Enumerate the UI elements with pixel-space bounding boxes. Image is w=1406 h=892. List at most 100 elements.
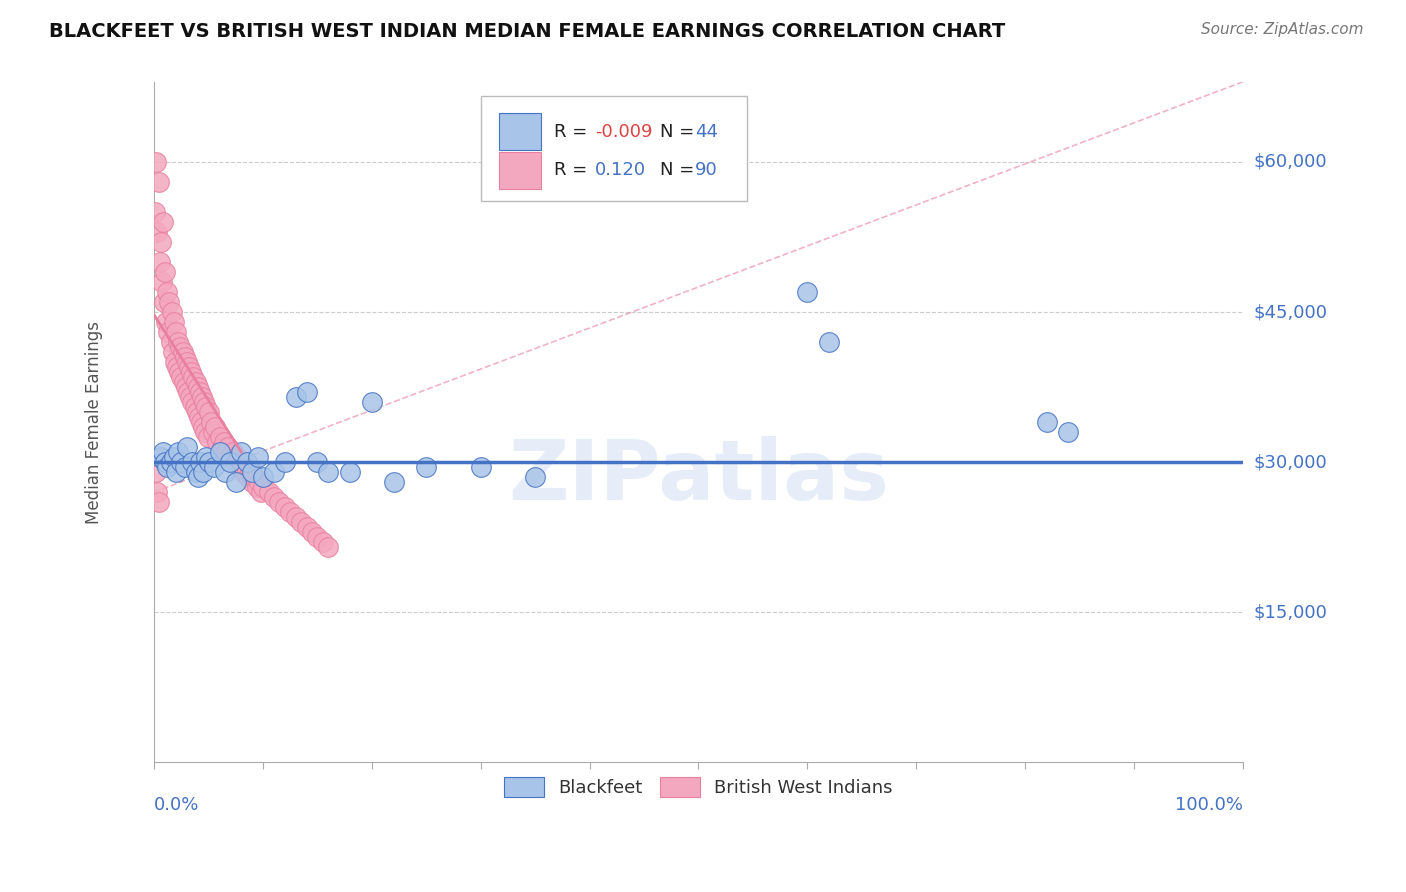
Point [167, 334, 190, 349]
Point [246, 450, 269, 464]
Point [149, 450, 172, 464]
Point [143, 205, 166, 219]
Point [181, 455, 204, 469]
Text: $15,000: $15,000 [1254, 603, 1327, 621]
FancyBboxPatch shape [481, 95, 748, 201]
Point [146, 485, 169, 500]
Point [153, 265, 176, 279]
Point [240, 465, 263, 479]
Point [190, 415, 212, 429]
Point [235, 460, 257, 475]
Point [180, 365, 202, 379]
Point [236, 470, 259, 484]
Point [188, 455, 211, 469]
Point [149, 255, 172, 269]
Point [226, 450, 249, 464]
Point [204, 420, 226, 434]
Point [193, 465, 215, 479]
Point [145, 155, 167, 169]
Point [257, 485, 280, 500]
Point [221, 445, 243, 459]
Point [307, 455, 329, 469]
Point [212, 435, 235, 450]
Point [524, 470, 547, 484]
Text: N =: N = [661, 122, 700, 141]
Point [263, 465, 285, 479]
Point [252, 480, 274, 494]
Text: $45,000: $45,000 [1254, 303, 1327, 321]
Point [307, 530, 329, 544]
Point [200, 415, 222, 429]
Point [170, 455, 193, 469]
Text: $60,000: $60,000 [1254, 153, 1327, 171]
Point [284, 510, 307, 524]
Point [278, 505, 301, 519]
Point [274, 455, 297, 469]
Text: 100.0%: 100.0% [1174, 797, 1243, 814]
Point [231, 455, 253, 469]
Point [1057, 425, 1080, 439]
Point [153, 295, 176, 310]
Point [159, 295, 181, 310]
Point [181, 395, 204, 409]
Point [224, 455, 246, 469]
Point [301, 525, 323, 540]
Point [247, 475, 270, 489]
Point [173, 460, 195, 475]
Point [232, 465, 254, 479]
Point [165, 325, 187, 339]
Point [176, 440, 198, 454]
Point [170, 370, 193, 384]
Point [191, 390, 214, 404]
Point [219, 450, 242, 464]
Point [153, 455, 176, 469]
Point [183, 370, 205, 384]
Point [167, 365, 190, 379]
Point [163, 315, 186, 329]
Point [197, 430, 219, 444]
Text: ZIPatlas: ZIPatlas [508, 436, 889, 517]
Text: Median Female Earnings: Median Female Earnings [86, 320, 104, 524]
Point [174, 380, 197, 394]
Point [219, 455, 242, 469]
Point [145, 465, 167, 479]
Point [194, 425, 217, 439]
Point [250, 485, 273, 500]
Text: 90: 90 [695, 161, 718, 179]
Point [186, 405, 208, 419]
Point [183, 400, 205, 414]
Point [361, 395, 384, 409]
Point [177, 385, 200, 400]
Point [156, 460, 179, 475]
Point [148, 495, 170, 509]
Point [217, 440, 239, 454]
Text: BLACKFEET VS BRITISH WEST INDIAN MEDIAN FEMALE EARNINGS CORRELATION CHART: BLACKFEET VS BRITISH WEST INDIAN MEDIAN … [49, 22, 1005, 41]
Point [163, 355, 186, 369]
Point [274, 500, 297, 514]
Point [173, 375, 195, 389]
Point [228, 460, 250, 475]
Point [184, 465, 207, 479]
Point [796, 285, 818, 299]
Point [162, 345, 184, 359]
Point [211, 440, 233, 454]
Point [382, 475, 405, 489]
Point [166, 359, 188, 374]
Point [284, 390, 307, 404]
Point [818, 334, 841, 349]
Text: -0.009: -0.009 [595, 122, 652, 141]
Point [208, 445, 231, 459]
Point [159, 455, 181, 469]
Point [195, 450, 218, 464]
Text: Source: ZipAtlas.com: Source: ZipAtlas.com [1201, 22, 1364, 37]
Point [155, 315, 177, 329]
Point [240, 475, 263, 489]
Point [235, 455, 257, 469]
Point [231, 445, 253, 459]
Point [263, 490, 285, 504]
FancyBboxPatch shape [499, 152, 541, 189]
Point [318, 465, 340, 479]
Point [197, 405, 219, 419]
Point [201, 425, 224, 439]
Text: 0.0%: 0.0% [155, 797, 200, 814]
